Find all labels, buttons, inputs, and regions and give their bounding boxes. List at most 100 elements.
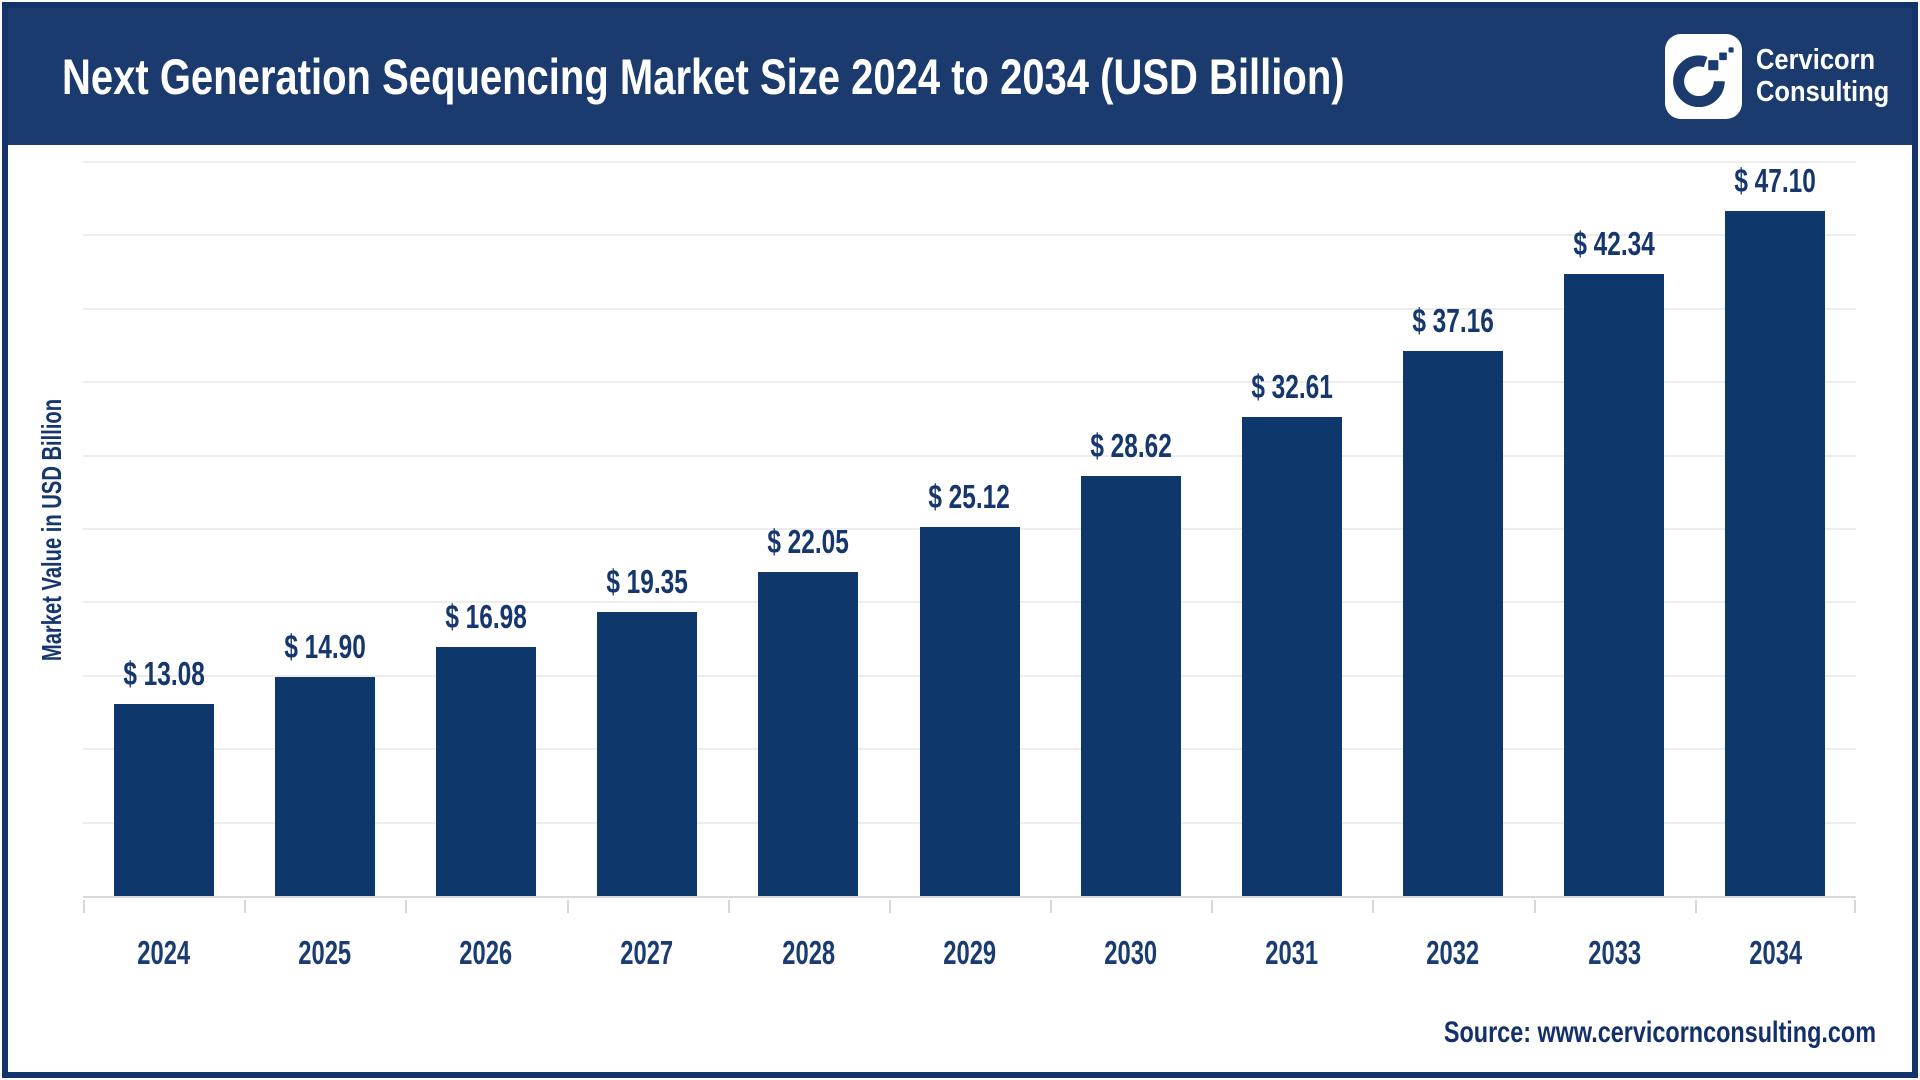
x-tick-text: 2030 [1104,934,1158,971]
axis-ticks [83,900,1856,913]
axis-tick [1050,900,1053,913]
bar-group: $ 14.90 [244,162,405,896]
axis-tick [566,900,569,913]
bar-group: $ 37.16 [1373,162,1534,896]
bar-group: $ 13.08 [83,162,244,896]
bar-value-label: $ 37.16 [1398,302,1508,340]
axis-tick [405,900,408,913]
x-tick-label: 2030 [1050,934,1211,972]
bar-value-text: $ 14.90 [284,628,366,666]
bar-value-text: $ 19.35 [606,562,688,600]
bar-value-text: $ 16.98 [445,597,527,635]
plot-area: $ 13.08 $ 14.90 $ 16.98 $ 19.35 $ 22.05 $ 25.… [83,161,1856,898]
bar-value-label: $ 47.10 [1720,162,1830,200]
x-tick-label: 2024 [83,934,244,972]
x-tick-label: 2031 [1211,934,1372,972]
x-tick-text: 2026 [459,934,513,971]
x-tick-text: 2024 [137,934,191,971]
gridline [83,307,1856,310]
page-title: Next Generation Sequencing Market Size 2… [62,48,1345,105]
bars-row: $ 13.08 $ 14.90 $ 16.98 $ 19.35 $ 22.05 $ 25.… [83,162,1856,896]
bar [1403,350,1504,896]
x-tick-label: 2027 [567,934,728,972]
axis-tick [244,900,247,913]
axis-tick [1211,900,1214,913]
chart-canvas: Market Value in USD Billion $ 13.08 $ 14.… [8,145,1912,1072]
bar-value-text: $ 37.16 [1412,301,1494,339]
bar [1080,475,1181,896]
axis-tick [1694,900,1697,913]
bar [1564,274,1665,896]
x-tick-text: 2033 [1587,934,1641,971]
x-tick-text: 2025 [298,934,352,971]
axis-tick [727,900,730,913]
x-tick-label: 2026 [405,934,566,972]
bar [597,611,698,896]
bar-group: $ 28.62 [1050,162,1211,896]
axis-tick [83,900,85,913]
brand-line-1: Cervicorn [1756,43,1876,76]
x-tick-text: 2031 [1265,934,1319,971]
bar-value-label: $ 19.35 [592,563,702,601]
bar-value-label: $ 42.34 [1559,225,1669,263]
source-note-text: Source: www.cervicornconsulting.com [1443,1016,1876,1049]
axis-tick [1854,900,1856,913]
x-tick-text: 2034 [1749,934,1802,971]
gridline [83,454,1856,457]
bar-value-label: $ 14.90 [270,628,380,666]
bar [274,677,375,896]
bar-value-label: $ 13.08 [109,655,219,693]
bar [1725,211,1826,896]
bar [1241,417,1342,896]
x-tick-label: 2029 [889,934,1050,972]
axis-tick [888,900,891,913]
bar-value-text: $ 22.05 [767,523,850,561]
source-note: Source: www.cervicornconsulting.com [1322,1016,1876,1050]
y-axis-title-text: Market Value in USD Billion [36,398,67,662]
bar-value-text: $ 47.10 [1734,162,1817,199]
gridline [83,234,1856,237]
bar-value-label: $ 16.98 [431,598,541,636]
axis-tick [1372,900,1375,913]
x-tick-text: 2032 [1426,934,1480,971]
bar-group: $ 22.05 [728,162,889,896]
bar-value-label: $ 28.62 [1076,427,1186,465]
x-tick-text: 2027 [620,934,674,971]
bar-group: $ 25.12 [889,162,1050,896]
gridline [83,381,1856,384]
header: Next Generation Sequencing Market Size 2… [8,8,1912,145]
bar-value-label: $ 22.05 [753,523,863,561]
x-tick-label: 2028 [728,934,889,972]
axis-tick [1533,900,1536,913]
y-axis-title: Market Value in USD Billion [36,348,68,712]
gridline [83,161,1856,163]
bar-group: $ 47.10 [1695,162,1856,896]
bar-value-label: $ 25.12 [914,478,1024,516]
bar [435,646,536,896]
brand-line-2: Consulting [1756,75,1890,108]
bar-value-text: $ 28.62 [1089,426,1172,464]
x-tick-label: 2025 [244,934,405,972]
bar [113,704,214,896]
bar-group: $ 42.34 [1534,162,1695,896]
bar [919,527,1020,896]
x-tick-text: 2028 [781,934,835,971]
bar-group: $ 16.98 [405,162,566,896]
x-axis-labels: 2024 2025 2026 2027 2028 2029 2030 2031 2032 2033… [83,934,1856,972]
brand: Cervicorn Consulting [1665,34,1907,119]
bar-value-text: $ 25.12 [928,478,1011,516]
x-tick-text: 2029 [943,934,996,971]
bar-group: $ 32.61 [1211,162,1372,896]
bar-value-label: $ 32.61 [1237,368,1347,406]
bar-value-text: $ 42.34 [1573,225,1656,263]
cervicorn-logo-icon [1665,34,1743,119]
x-tick-label: 2032 [1373,934,1534,972]
x-tick-label: 2034 [1695,934,1856,972]
brand-name: Cervicorn Consulting [1756,43,1890,109]
bar-value-text: $ 13.08 [122,655,205,692]
bar-group: $ 19.35 [567,162,728,896]
bar-value-text: $ 32.61 [1251,368,1333,406]
bar [758,572,859,896]
x-tick-label: 2033 [1534,934,1695,972]
